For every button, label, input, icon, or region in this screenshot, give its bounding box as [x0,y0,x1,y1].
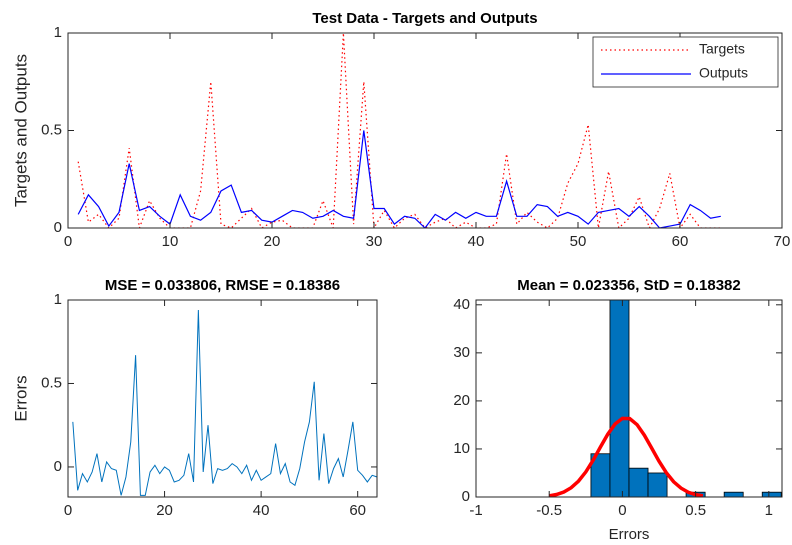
x-tick-label: 50 [570,233,587,250]
line-series [77,130,721,228]
y-tick-label: 10 [453,440,470,457]
x-tick-label: 60 [349,502,366,519]
histogram-bar [647,472,668,497]
x-tick-label: 20 [156,502,173,519]
x-tick-label: -1 [469,502,482,519]
histogram-bar [609,300,630,497]
line-series [77,33,721,228]
y-tick-label: 40 [453,296,470,313]
x-tick-label: -0.5 [536,502,562,519]
x-tick-label: 1 [765,502,773,519]
x-tick-label: 0 [64,502,72,519]
x-tick-label: 30 [366,233,383,250]
chart-title: MSE = 0.033806, RMSE = 0.18386 [105,277,340,294]
x-tick-label: 0 [64,233,72,250]
x-tick-label: 40 [253,502,270,519]
y-axis-label: Errors [11,375,30,421]
y-tick-label: 0 [54,458,62,475]
y-tick-label: 1 [54,291,62,308]
axes-box [475,299,783,498]
y-axis-label: Targets and Outputs [11,54,30,207]
fit-curve [548,416,704,497]
x-tick-label: 70 [774,233,791,250]
x-tick-label: 10 [162,233,179,250]
plot-area [77,33,721,228]
line-series [72,310,377,496]
legend-label: Targets [699,41,745,57]
x-tick-label: 20 [264,233,281,250]
histogram-bar [723,491,744,497]
chart-title: Mean = 0.023356, StD = 0.18382 [517,277,740,294]
x-tick-label: 40 [468,233,485,250]
legend-label: Outputs [699,65,748,81]
x-tick-label: 0.5 [685,502,706,519]
x-tick-label: 60 [672,233,689,250]
legend-box [592,36,779,88]
x-tick-label: 0 [618,502,626,519]
plot-area [72,310,377,496]
y-tick-label: 0 [462,488,470,505]
y-tick-label: 0.5 [41,374,62,391]
axes-box [67,32,783,229]
y-tick-label: 30 [453,344,470,361]
y-tick-label: 0 [54,219,62,236]
chart-title: Test Data - Targets and Outputs [312,10,537,27]
x-axis-label: Errors [609,526,650,543]
y-tick-label: 1 [54,24,62,41]
histogram-bar [628,467,649,497]
histogram-bar [761,491,782,497]
y-tick-label: 20 [453,392,470,409]
y-tick-label: 0.5 [41,121,62,138]
axes-box [67,299,378,498]
